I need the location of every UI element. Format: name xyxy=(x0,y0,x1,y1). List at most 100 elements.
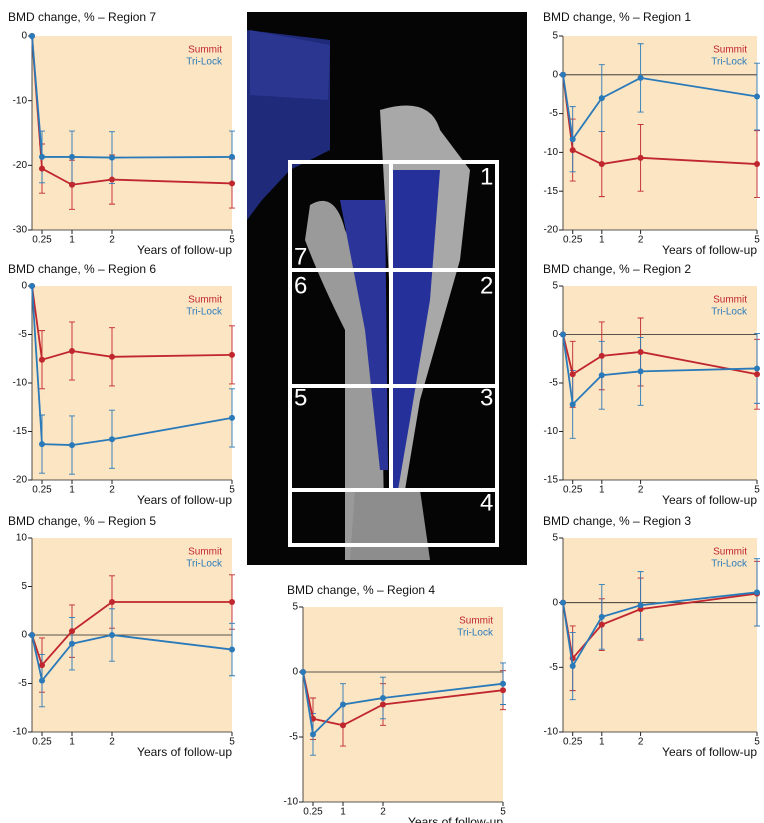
data-point xyxy=(109,599,115,605)
region-label: 7 xyxy=(294,243,307,270)
y-tick-label: -20 xyxy=(13,160,28,171)
data-point xyxy=(229,647,235,653)
x-axis-label: Years of follow-up xyxy=(662,243,757,257)
region-label: 2 xyxy=(480,272,493,299)
legend-entry: Tri-Lock xyxy=(186,57,223,68)
data-point xyxy=(754,589,760,595)
data-point xyxy=(229,180,235,186)
y-tick-label: -5 xyxy=(549,108,558,119)
chart-title: BMD change, % – Region 1 xyxy=(543,10,691,24)
y-tick-label: -5 xyxy=(18,329,27,340)
x-tick-label: 1 xyxy=(69,485,75,496)
legend-entry: Summit xyxy=(188,547,222,558)
x-axis-label: Years of follow-up xyxy=(662,745,757,759)
y-tick-label: -10 xyxy=(544,426,559,437)
legend-entry: Tri-Lock xyxy=(711,307,748,318)
data-point xyxy=(500,687,506,693)
data-point xyxy=(560,600,566,606)
data-point xyxy=(340,722,346,728)
data-point xyxy=(109,155,115,161)
y-tick-label: -5 xyxy=(289,732,298,743)
x-axis-label: Years of follow-up xyxy=(137,493,232,507)
data-point xyxy=(69,182,75,188)
data-point xyxy=(560,332,566,338)
data-point xyxy=(754,371,760,377)
data-point xyxy=(69,641,75,647)
data-point xyxy=(638,349,644,355)
legend-entry: Summit xyxy=(713,45,747,56)
radiograph: 1 2 3 4 5 6 7 xyxy=(247,12,527,565)
x-tick-label: 2 xyxy=(109,485,115,496)
data-point xyxy=(570,371,576,377)
y-tick-label: -15 xyxy=(544,186,559,197)
x-tick-label: 0.25 xyxy=(32,737,52,748)
data-point xyxy=(69,442,75,448)
legend-entry: Tri-Lock xyxy=(186,307,223,318)
region-label: 1 xyxy=(480,163,493,190)
data-point xyxy=(39,166,45,172)
data-point xyxy=(570,663,576,669)
data-point xyxy=(599,614,605,620)
y-tick-label: -10 xyxy=(13,95,28,106)
chart: BMD change, % – Region 1-20-15-10-5050.2… xyxy=(543,10,760,257)
x-tick-label: 2 xyxy=(638,485,644,496)
data-point xyxy=(229,154,235,160)
data-point xyxy=(109,354,115,360)
legend-entry: Summit xyxy=(713,547,747,558)
x-tick-label: 0.25 xyxy=(32,235,52,246)
x-tick-label: 2 xyxy=(380,807,386,818)
data-point xyxy=(229,352,235,358)
x-tick-label: 0.25 xyxy=(563,235,583,246)
data-point xyxy=(109,436,115,442)
data-point xyxy=(754,161,760,167)
figure: 1 2 3 4 5 6 7 BMD change, % – Region 7-3… xyxy=(0,0,764,823)
y-tick-label: 0 xyxy=(21,281,27,292)
y-tick-label: 0 xyxy=(552,329,558,340)
chart-title: BMD change, % – Region 7 xyxy=(8,10,156,24)
x-tick-label: 2 xyxy=(109,235,115,246)
data-point xyxy=(29,33,35,39)
y-tick-label: 0 xyxy=(292,667,298,678)
x-axis-label: Years of follow-up xyxy=(137,745,232,759)
chart-title: BMD change, % – Region 6 xyxy=(8,262,156,276)
data-point xyxy=(599,622,605,628)
data-point xyxy=(69,628,75,634)
chart-title: BMD change, % – Region 2 xyxy=(543,262,691,276)
legend-entry: Tri-Lock xyxy=(457,628,494,639)
y-tick-label: -10 xyxy=(13,727,28,738)
y-tick-label: 5 xyxy=(552,281,558,292)
y-tick-label: 5 xyxy=(552,533,558,544)
data-point xyxy=(340,702,346,708)
y-tick-label: -5 xyxy=(549,378,558,389)
data-point xyxy=(754,365,760,371)
data-point xyxy=(638,368,644,374)
x-tick-label: 2 xyxy=(109,737,115,748)
x-tick-label: 1 xyxy=(599,485,605,496)
bone xyxy=(350,490,430,560)
x-tick-label: 0.25 xyxy=(303,807,323,818)
chart: BMD change, % – Region 4-10-5050.25125Ye… xyxy=(284,583,507,823)
y-tick-label: -20 xyxy=(13,475,28,486)
data-point xyxy=(69,154,75,160)
region-label: 3 xyxy=(480,384,493,411)
data-point xyxy=(69,348,75,354)
y-tick-label: 5 xyxy=(292,602,298,613)
data-point xyxy=(380,695,386,701)
data-point xyxy=(599,95,605,101)
data-point xyxy=(380,702,386,708)
x-axis-label: Years of follow-up xyxy=(662,493,757,507)
data-point xyxy=(39,678,45,684)
chart-title: BMD change, % – Region 5 xyxy=(8,514,156,528)
y-tick-label: -5 xyxy=(549,662,558,673)
data-point xyxy=(570,136,576,142)
region-label: 5 xyxy=(294,384,307,411)
y-tick-label: 10 xyxy=(16,533,28,544)
x-tick-label: 1 xyxy=(69,235,75,246)
y-tick-label: -10 xyxy=(544,727,559,738)
data-point xyxy=(599,161,605,167)
region-label: 4 xyxy=(480,489,493,516)
data-point xyxy=(39,441,45,447)
